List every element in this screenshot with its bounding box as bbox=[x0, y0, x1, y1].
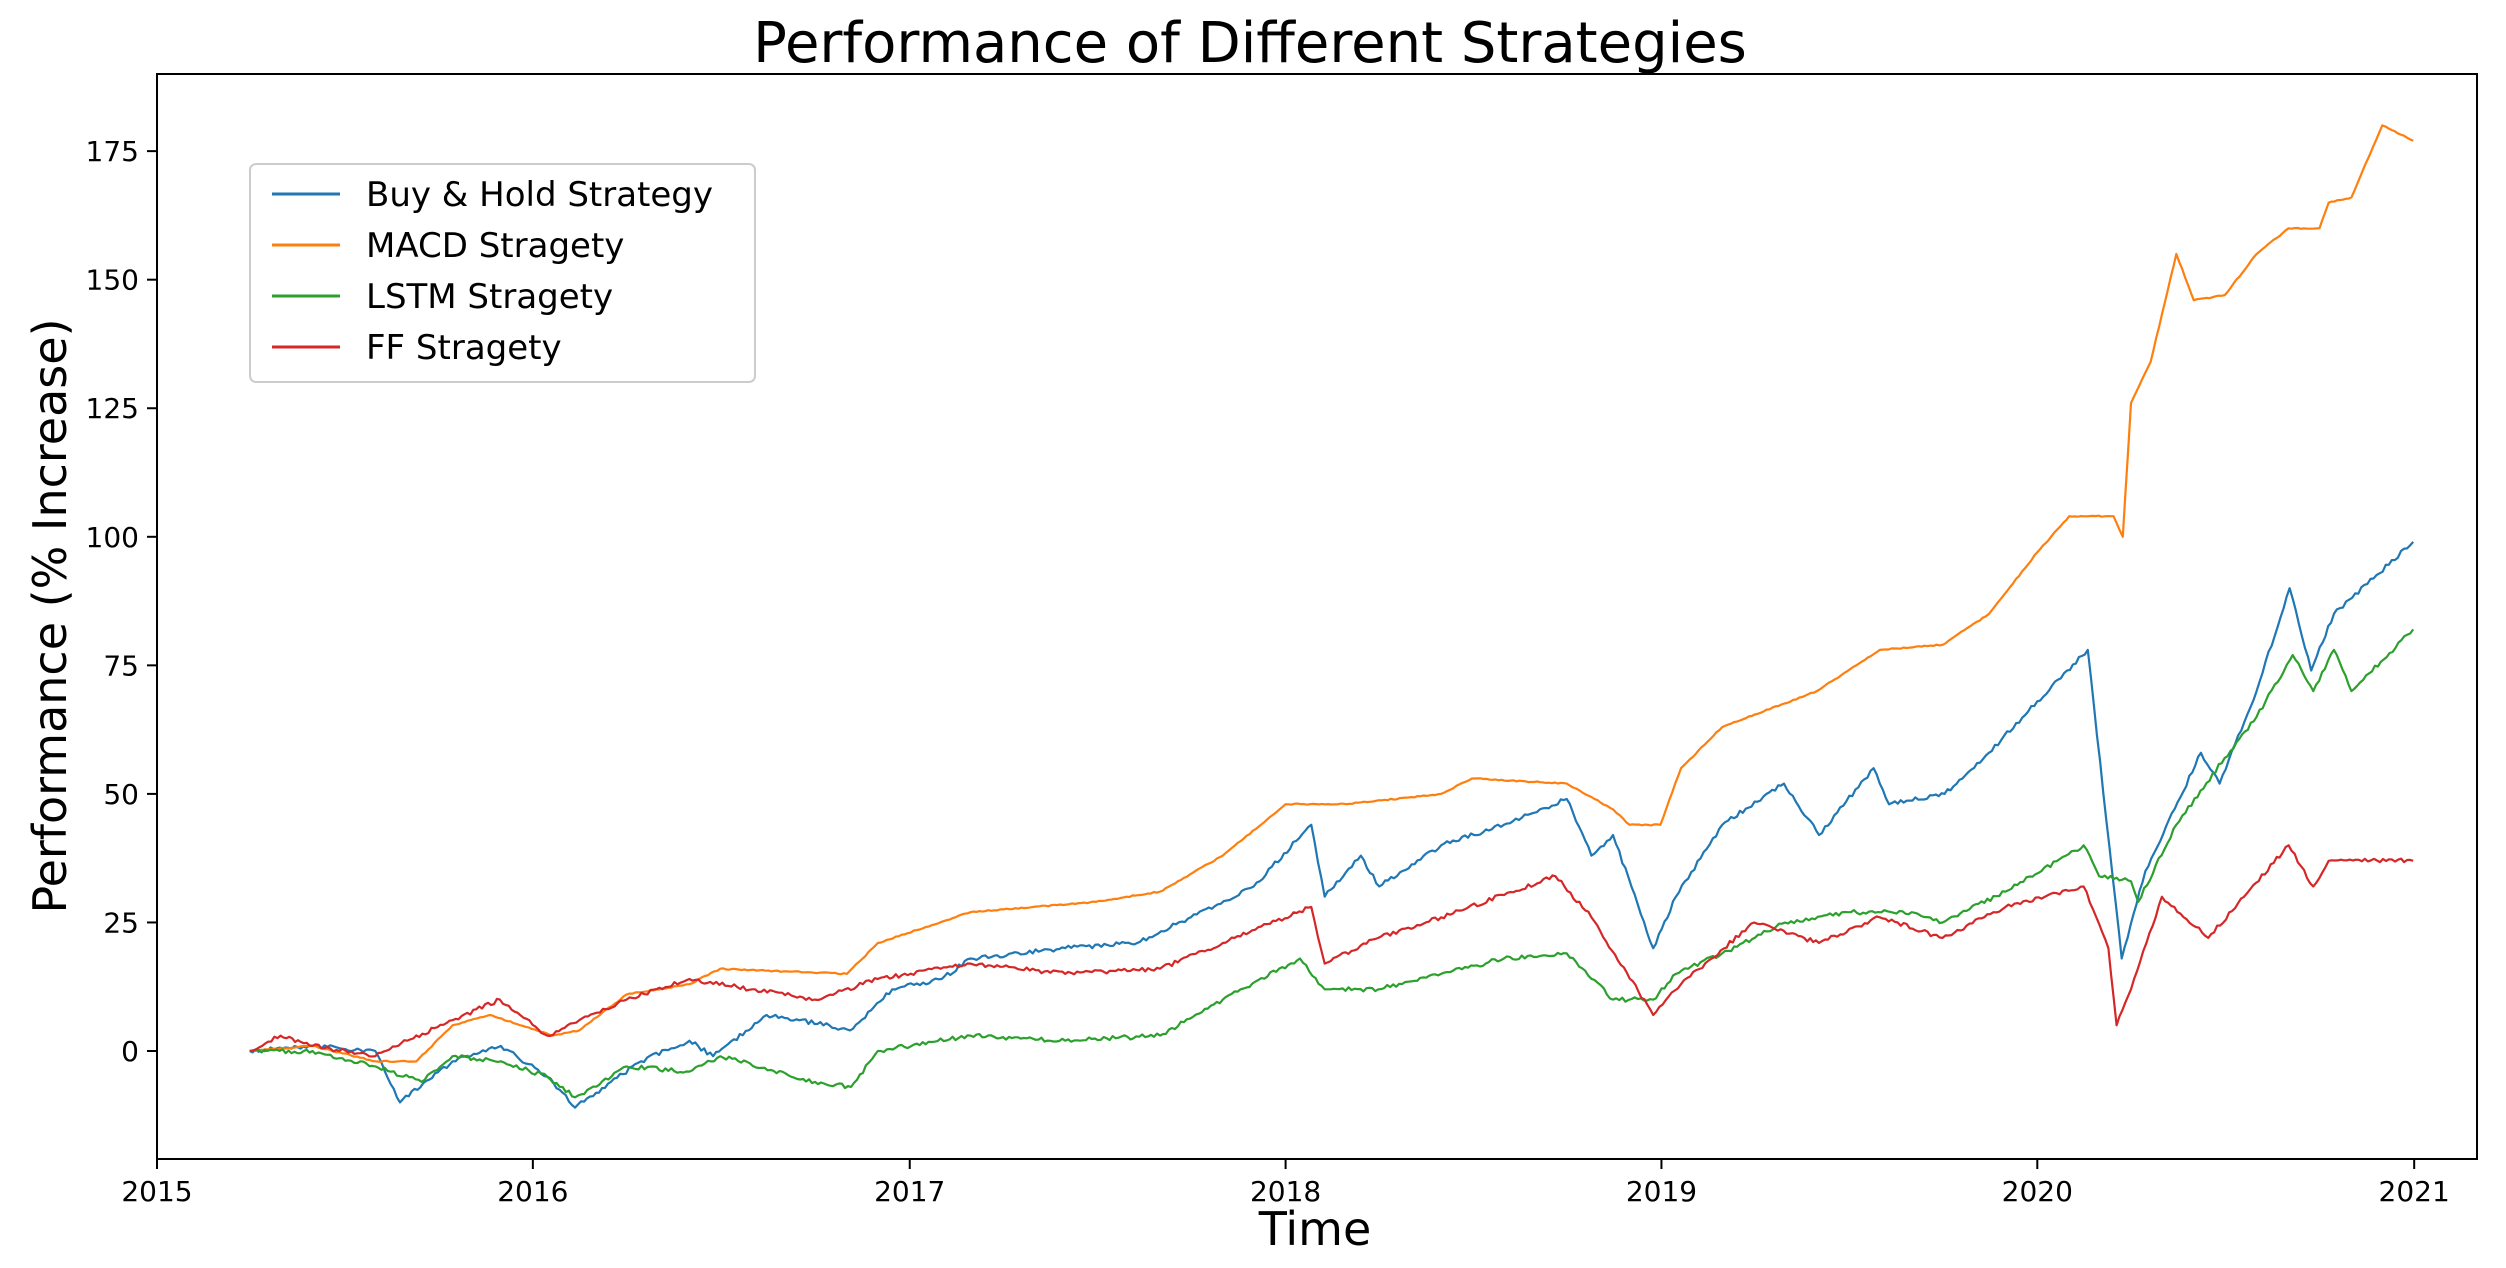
legend-frame bbox=[249, 163, 756, 383]
y-tick-label: 150 bbox=[86, 264, 139, 297]
chart-title: Performance of Different Strategies bbox=[753, 11, 1747, 76]
series-layer bbox=[249, 124, 2415, 1109]
series-line-2 bbox=[249, 124, 2414, 1063]
x-axis-title: Time bbox=[1258, 1202, 1372, 1256]
series-line-4 bbox=[249, 844, 2414, 1058]
series-line-1 bbox=[249, 541, 2415, 1109]
y-tick-label: 25 bbox=[103, 906, 139, 939]
y-axis-title: Performance (% Increase) bbox=[23, 318, 77, 913]
y-tick-label: 0 bbox=[121, 1035, 139, 1068]
x-tick-label: 2021 bbox=[2379, 1175, 2450, 1208]
legend: Buy & Hold Strategy MACD Stragety LSTM Str… bbox=[249, 163, 756, 383]
legend-label-2: MACD Stragety bbox=[366, 226, 624, 266]
y-tick-label: 175 bbox=[86, 135, 139, 168]
x-tick-label: 2015 bbox=[121, 1175, 192, 1208]
y-axis: 0 25 50 75 100 125 150 175 bbox=[86, 135, 157, 1068]
series-line-3 bbox=[249, 628, 2415, 1099]
x-tick-label: 2020 bbox=[2002, 1175, 2073, 1208]
plot-area-frame bbox=[156, 73, 2478, 1160]
x-tick-label: 2017 bbox=[874, 1175, 945, 1208]
y-tick-label: 125 bbox=[86, 392, 139, 425]
legend-label-3: LSTM Stragety bbox=[366, 277, 613, 317]
x-tick-label: 2016 bbox=[497, 1175, 568, 1208]
x-tick-label: 2019 bbox=[1626, 1175, 1697, 1208]
y-tick-label: 100 bbox=[86, 521, 139, 554]
x-tick-label: 2018 bbox=[1250, 1175, 1321, 1208]
x-axis: 2015 2016 2017 2018 2019 2020 2021 bbox=[121, 1159, 2450, 1208]
y-tick-label: 75 bbox=[103, 649, 139, 682]
y-tick-label: 50 bbox=[103, 778, 139, 811]
legend-label-4: FF Stragety bbox=[366, 328, 562, 368]
legend-label-1: Buy & Hold Strategy bbox=[366, 175, 713, 215]
